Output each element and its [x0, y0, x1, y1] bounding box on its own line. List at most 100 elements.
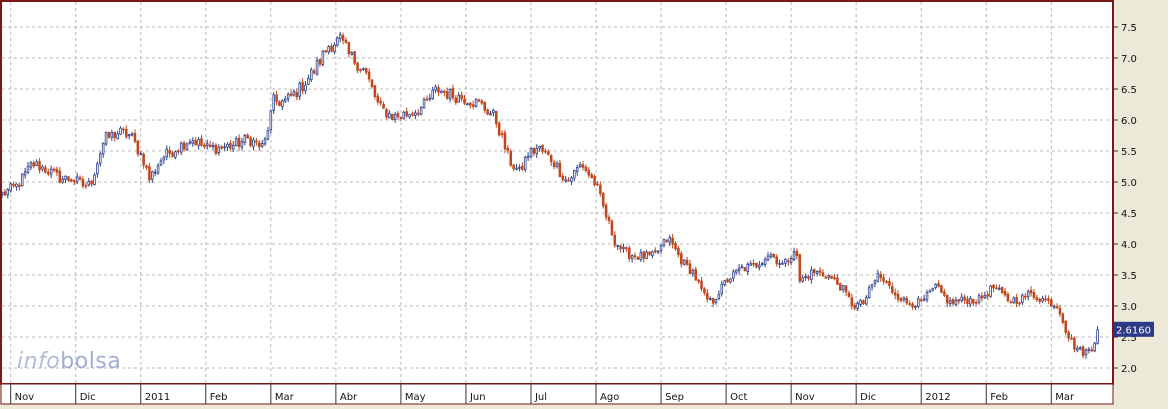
- grid: [2, 2, 1112, 383]
- candle-body: [1032, 292, 1036, 298]
- candle: [625, 246, 628, 252]
- candle-body: [1058, 307, 1062, 315]
- candle-body: [509, 150, 513, 166]
- candle: [38, 157, 41, 174]
- candle-body: [122, 128, 125, 131]
- candle-body: [191, 140, 195, 144]
- candle-body: [896, 294, 900, 300]
- candle: [289, 89, 293, 97]
- candle-body: [775, 256, 778, 264]
- candle-body: [680, 253, 683, 265]
- candle-body: [983, 294, 987, 298]
- candle-body: [422, 99, 426, 109]
- candle: [347, 41, 351, 58]
- candle-body: [570, 177, 573, 182]
- candle-body: [87, 181, 90, 186]
- candle-body: [130, 133, 134, 136]
- candle-body: [275, 94, 278, 102]
- candle: [425, 95, 429, 101]
- candle-body: [541, 144, 544, 152]
- y-tick-label: 6.0: [1121, 116, 1137, 127]
- candle: [503, 129, 507, 154]
- candle-body: [521, 165, 524, 170]
- candle: [159, 157, 163, 167]
- x-tick-label: Abr: [340, 392, 358, 403]
- candle-body: [93, 174, 96, 186]
- y-tick-label: 5.0: [1121, 178, 1137, 189]
- candle: [200, 134, 203, 147]
- x-tick-label: Nov: [795, 392, 815, 403]
- candle: [706, 288, 709, 303]
- candle-body: [350, 52, 354, 56]
- candle: [515, 164, 518, 171]
- candle: [315, 56, 319, 76]
- candle-body: [853, 305, 857, 309]
- candle-body: [1038, 298, 1042, 302]
- candle-body: [769, 254, 773, 257]
- candle-body: [434, 86, 437, 91]
- candle-body: [876, 272, 880, 282]
- candle-body: [41, 166, 44, 170]
- candle-body: [101, 142, 105, 155]
- candle: [208, 140, 212, 148]
- candle: [943, 288, 946, 298]
- candle-body: [497, 122, 501, 136]
- candle: [55, 166, 59, 177]
- candle: [263, 136, 267, 146]
- candle: [301, 78, 304, 95]
- candle-body: [269, 110, 273, 131]
- candle-body: [125, 129, 128, 138]
- candle: [318, 58, 322, 67]
- candle: [879, 271, 883, 282]
- candle-body: [908, 303, 911, 305]
- candle: [327, 45, 330, 55]
- candle-body: [503, 132, 507, 150]
- candle-body: [44, 167, 47, 173]
- candle-body: [584, 166, 588, 172]
- candle-body: [200, 138, 203, 146]
- candle: [422, 97, 426, 109]
- candle-body: [931, 288, 935, 291]
- y-axis: 2.0 2.5 3.0 3.5 4.0 4.5 5.0 5.5 6.0 6.5 7.0 7.5: [1113, 23, 1137, 375]
- candle-body: [1035, 297, 1039, 301]
- candle-body: [362, 68, 365, 70]
- candle: [844, 285, 848, 297]
- candle: [570, 175, 573, 185]
- candle: [246, 133, 249, 139]
- candle: [983, 291, 987, 300]
- candle: [622, 243, 625, 253]
- candle: [393, 112, 397, 123]
- candle: [359, 68, 362, 73]
- candle-body: [613, 234, 617, 246]
- candle: [665, 238, 669, 243]
- candle: [188, 138, 192, 145]
- candle: [257, 139, 261, 151]
- candle-body: [312, 70, 316, 74]
- candle-body: [619, 245, 622, 250]
- candle-body: [642, 251, 645, 259]
- candle-body: [596, 183, 599, 186]
- candle: [272, 92, 275, 114]
- candle-body: [492, 109, 495, 114]
- candle-body: [648, 251, 651, 255]
- candle: [1061, 312, 1065, 325]
- candle: [815, 270, 819, 277]
- candle-body: [1044, 298, 1047, 301]
- candle-body: [1064, 321, 1068, 333]
- candle: [292, 88, 296, 97]
- candle-body: [763, 259, 767, 265]
- candle: [469, 102, 472, 109]
- candle-body: [535, 148, 539, 155]
- candle-body: [795, 250, 799, 257]
- candle-body: [388, 112, 391, 119]
- x-tick-label: 2012: [925, 392, 950, 403]
- candle-body: [867, 287, 871, 298]
- candle: [604, 202, 608, 221]
- candle: [821, 269, 825, 278]
- candle-body: [284, 98, 287, 102]
- candle-body: [977, 295, 981, 303]
- candle-body: [81, 179, 85, 187]
- candle-body: [466, 103, 469, 106]
- candle-body: [1073, 337, 1076, 350]
- candle: [64, 175, 67, 184]
